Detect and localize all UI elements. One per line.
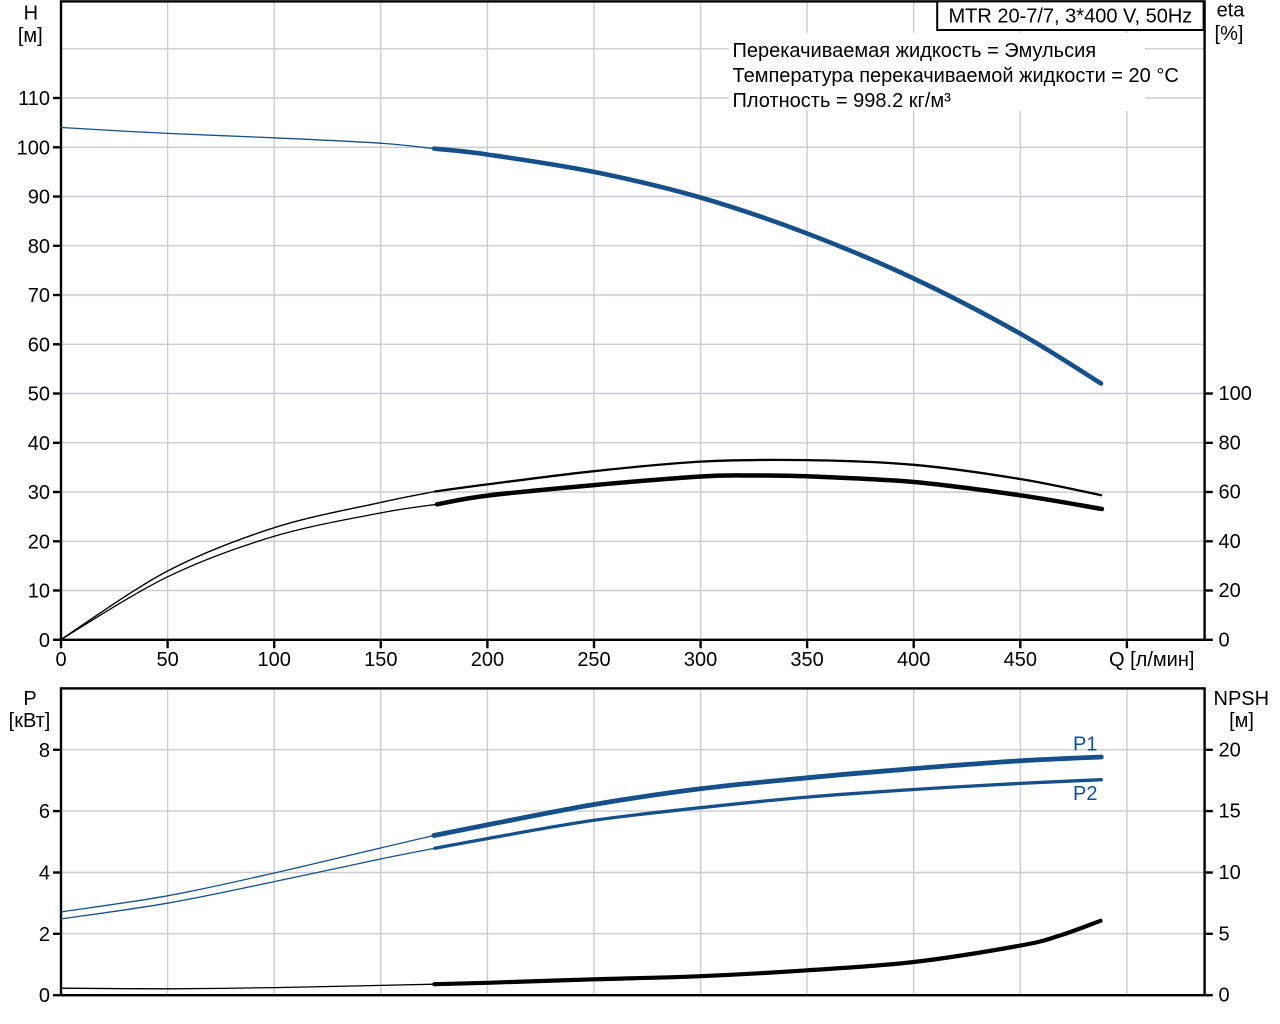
svg-text:50: 50 [156,649,178,671]
svg-text:70: 70 [28,285,50,307]
svg-text:P1: P1 [1073,734,1097,756]
svg-text:H: H [24,3,38,25]
svg-text:60: 60 [1219,482,1241,504]
svg-text:10: 10 [1219,862,1241,884]
svg-text:0: 0 [1219,629,1230,651]
svg-text:Температура перекачиваемой жид: Температура перекачиваемой жидкости = 20… [733,65,1179,87]
svg-text:4: 4 [39,863,50,885]
svg-text:5: 5 [1219,923,1230,945]
svg-text:20: 20 [1219,580,1241,602]
svg-text:MTR 20-7/7, 3*400 V, 50Hz: MTR 20-7/7, 3*400 V, 50Hz [948,6,1192,28]
svg-text:40: 40 [1219,531,1241,553]
svg-text:[м]: [м] [1229,710,1254,732]
svg-text:250: 250 [577,649,610,671]
svg-text:450: 450 [1004,649,1037,671]
svg-text:200: 200 [471,649,504,671]
svg-text:100: 100 [1219,383,1252,405]
svg-text:2: 2 [39,924,50,946]
svg-text:350: 350 [790,649,823,671]
svg-text:Перекачиваемая жидкость = Эмул: Перекачиваемая жидкость = Эмульсия [733,40,1097,62]
svg-text:P: P [23,688,36,710]
svg-text:Q [л/мин]: Q [л/мин] [1109,649,1194,671]
svg-text:[кВт]: [кВт] [9,710,51,732]
svg-text:100: 100 [258,649,291,671]
svg-text:30: 30 [28,482,50,504]
svg-text:eta: eta [1217,0,1246,22]
svg-text:10: 10 [28,581,50,603]
svg-text:0: 0 [39,630,50,652]
svg-text:110: 110 [18,88,50,110]
svg-text:80: 80 [28,236,50,258]
svg-text:0: 0 [1219,985,1230,1007]
svg-text:P2: P2 [1073,783,1097,805]
svg-text:150: 150 [364,649,397,671]
svg-text:40: 40 [28,433,50,455]
svg-text:NPSH: NPSH [1214,688,1270,710]
svg-text:100: 100 [17,137,50,159]
svg-text:6: 6 [39,801,50,823]
svg-text:[м]: [м] [18,25,43,47]
svg-text:8: 8 [39,740,50,762]
svg-text:20: 20 [28,531,50,553]
svg-text:300: 300 [684,649,717,671]
svg-text:Плотность = 998.2 кг/м³: Плотность = 998.2 кг/м³ [733,90,952,112]
svg-text:20: 20 [1219,739,1241,761]
svg-text:0: 0 [55,649,66,671]
svg-text:50: 50 [28,384,50,406]
svg-text:90: 90 [28,187,50,209]
svg-text:60: 60 [28,334,50,356]
svg-text:80: 80 [1219,432,1241,454]
svg-text:[%]: [%] [1215,23,1244,45]
svg-text:15: 15 [1219,801,1241,823]
svg-text:400: 400 [897,649,930,671]
svg-text:0: 0 [39,985,50,1007]
